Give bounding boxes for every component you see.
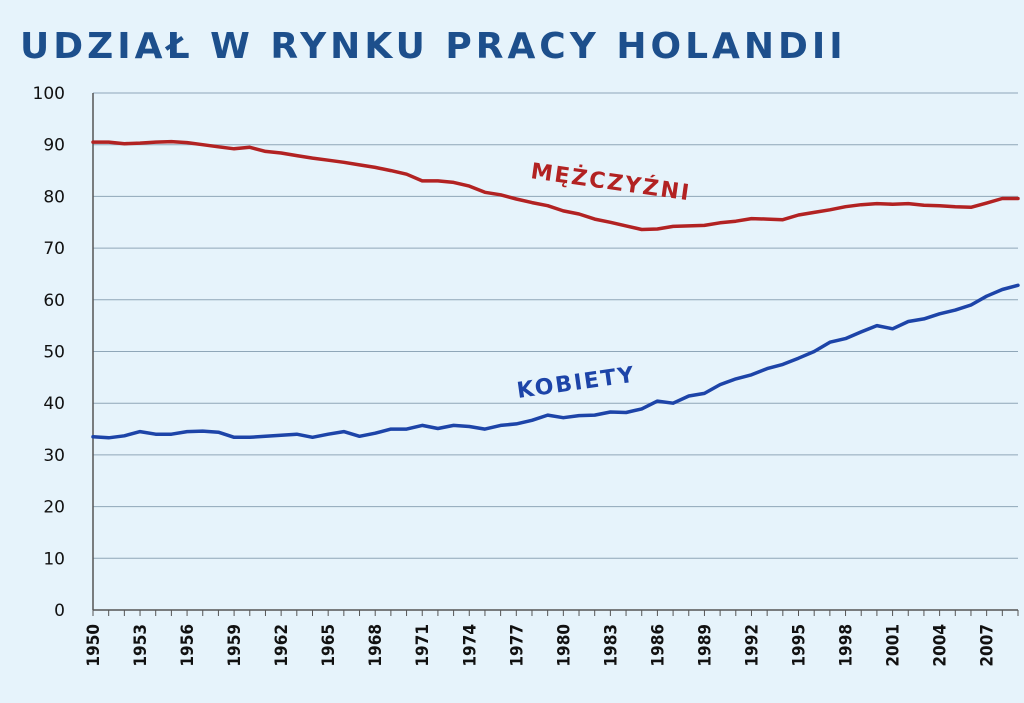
chart-title: UDZIAŁ W RYNKU PRACY HOLANDII: [20, 26, 847, 67]
y-tick-label: 90: [43, 136, 65, 156]
x-tick-label: 1962: [272, 624, 292, 667]
x-tick-label: 1971: [413, 624, 433, 667]
x-tick-label: 1965: [319, 624, 339, 667]
x-tick-label: 1986: [648, 624, 668, 667]
y-tick-label: 10: [43, 549, 65, 569]
y-tick-label: 20: [43, 498, 65, 518]
y-tick-label: 40: [43, 394, 65, 414]
x-tick-label: 1992: [742, 624, 762, 667]
x-tick-label: 1968: [366, 624, 386, 667]
y-tick-label: 100: [33, 84, 65, 104]
y-tick-label: 30: [43, 446, 65, 466]
x-tick-label: 2001: [884, 624, 904, 667]
series-label-women: KOBIETY: [515, 363, 637, 404]
x-tick-label: 1974: [460, 624, 480, 667]
y-tick-label: 70: [43, 239, 65, 259]
x-tick-label: 1959: [225, 624, 245, 667]
y-tick-label: 60: [43, 291, 65, 311]
series-label-men: MĘŻCZYŹNI: [529, 158, 693, 206]
x-tick-label: 1998: [837, 624, 857, 667]
x-tick-label: 2007: [978, 624, 998, 667]
x-tick-label: 2004: [931, 624, 951, 667]
x-tick-label: 1980: [554, 624, 574, 667]
y-tick-label: 0: [54, 601, 65, 621]
series-line-men: [91, 139, 1020, 232]
y-tick-label: 50: [43, 343, 65, 363]
x-tick-label: 1956: [178, 624, 198, 667]
x-tick-label: 1995: [790, 624, 810, 667]
x-tick-label: 1989: [695, 624, 715, 667]
x-tick-label: 1950: [84, 624, 104, 667]
x-tick-label: 1953: [131, 624, 151, 667]
series-line-women: [91, 283, 1020, 440]
x-tick-label: 1983: [601, 624, 621, 667]
y-tick-label: 80: [43, 187, 65, 207]
x-tick-label: 1977: [507, 624, 527, 667]
